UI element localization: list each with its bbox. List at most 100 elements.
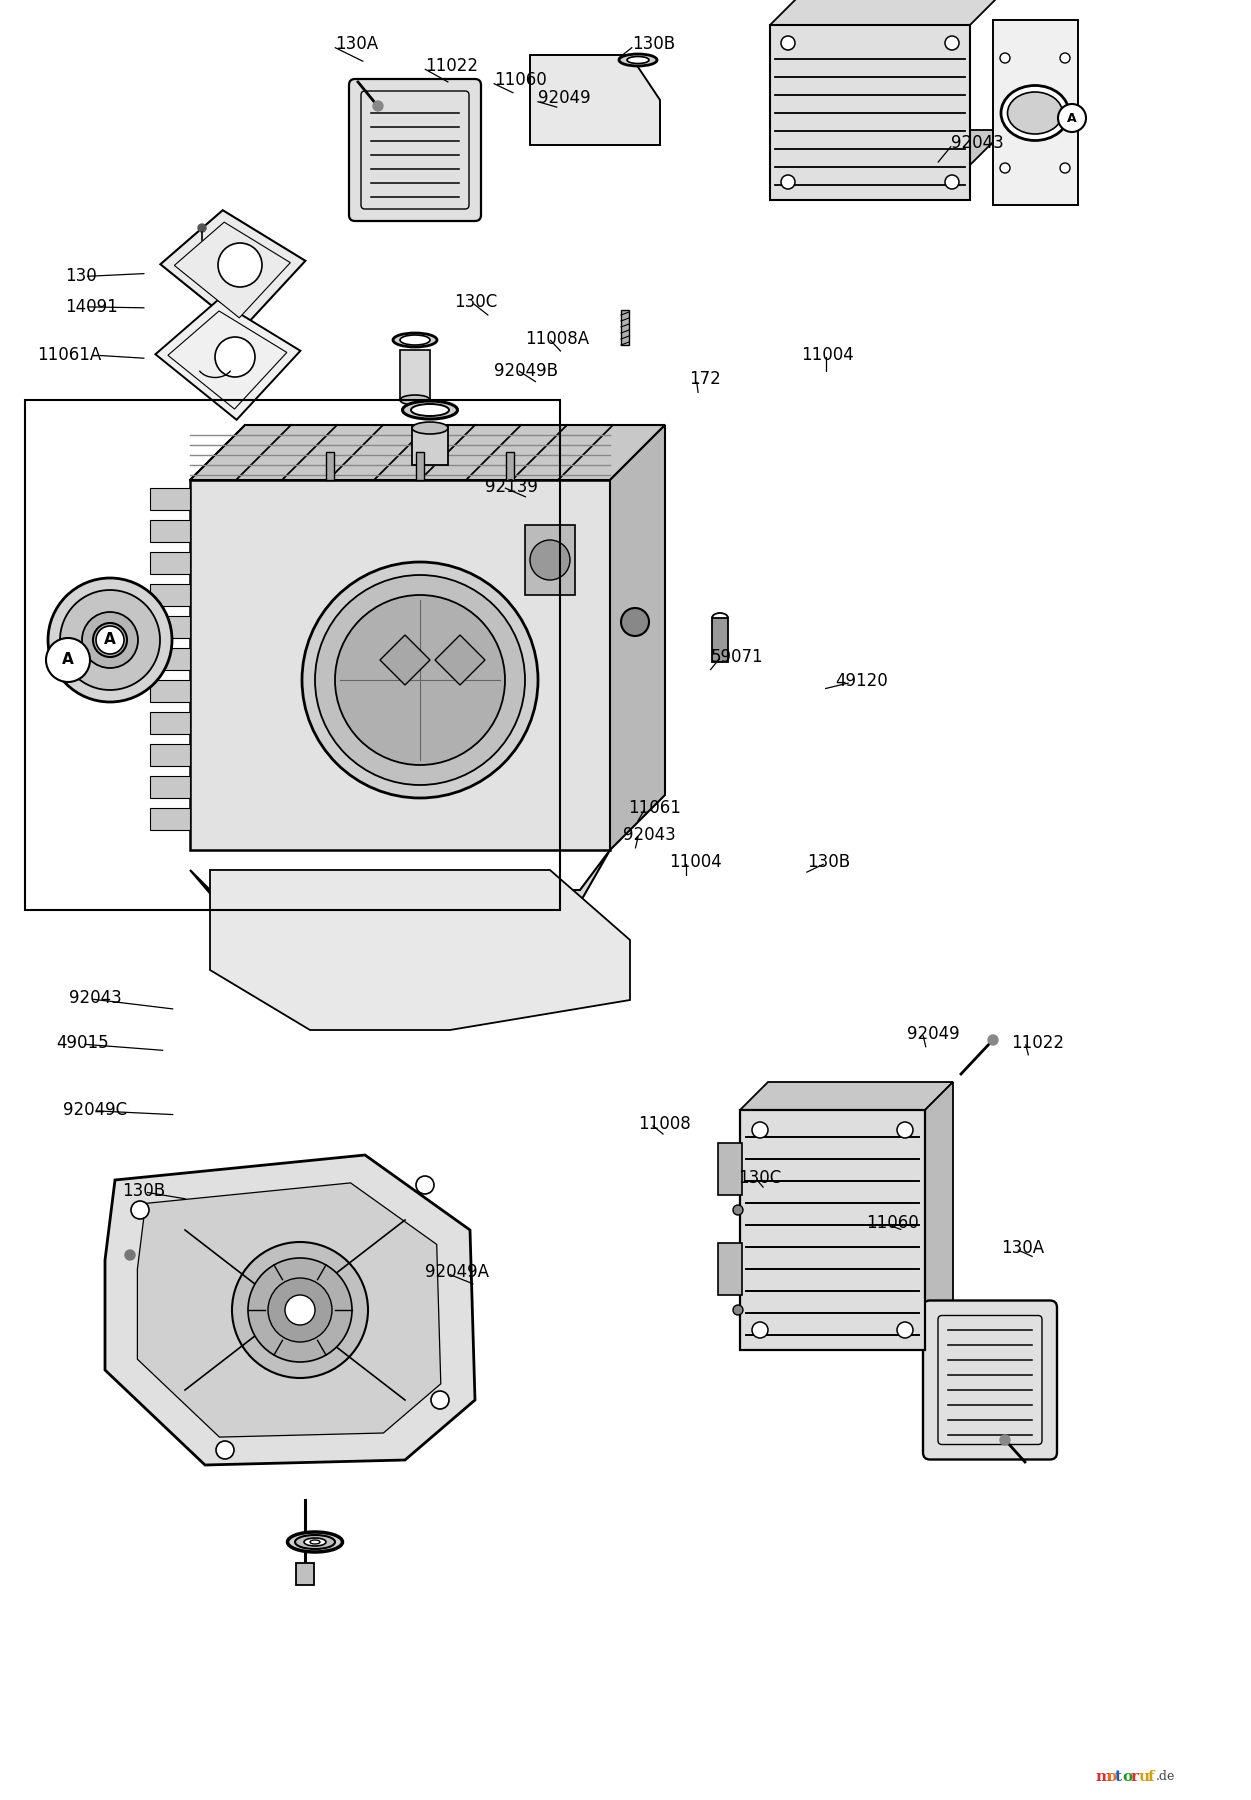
Text: u: u: [1138, 1769, 1150, 1784]
Text: 11008: 11008: [638, 1114, 691, 1134]
Bar: [150, 808, 190, 830]
Text: f: f: [1148, 1769, 1155, 1784]
Ellipse shape: [627, 56, 649, 63]
Text: 49120: 49120: [836, 671, 888, 689]
Circle shape: [231, 1242, 368, 1379]
Ellipse shape: [310, 1541, 320, 1544]
Ellipse shape: [400, 394, 430, 405]
Circle shape: [733, 1305, 743, 1316]
Bar: [150, 743, 190, 767]
Polygon shape: [190, 481, 610, 850]
Polygon shape: [174, 221, 290, 319]
Bar: [150, 776, 190, 797]
Ellipse shape: [393, 333, 437, 347]
Circle shape: [335, 596, 505, 765]
Bar: [150, 520, 190, 542]
Circle shape: [897, 1121, 913, 1138]
Circle shape: [752, 1121, 768, 1138]
Circle shape: [897, 1321, 913, 1337]
Text: 130B: 130B: [807, 853, 849, 871]
Circle shape: [125, 1249, 135, 1260]
Bar: [417, 452, 424, 481]
Text: 11060: 11060: [866, 1213, 918, 1231]
Text: 92139: 92139: [485, 477, 538, 495]
Bar: [150, 680, 190, 702]
Text: 130A: 130A: [1001, 1238, 1043, 1256]
Circle shape: [285, 1294, 315, 1325]
Text: 11022: 11022: [1011, 1033, 1063, 1051]
Text: 92049B: 92049B: [494, 362, 558, 380]
Circle shape: [781, 175, 794, 189]
Circle shape: [945, 36, 960, 50]
Circle shape: [198, 223, 206, 232]
Circle shape: [248, 1258, 352, 1363]
Circle shape: [315, 574, 525, 785]
Circle shape: [1060, 52, 1070, 63]
Circle shape: [301, 562, 538, 797]
Polygon shape: [771, 130, 1005, 166]
Circle shape: [216, 1442, 234, 1460]
Polygon shape: [435, 635, 485, 686]
Bar: [150, 616, 190, 637]
Ellipse shape: [1007, 92, 1062, 133]
Ellipse shape: [403, 401, 458, 419]
Polygon shape: [530, 56, 661, 146]
Text: 59071: 59071: [711, 648, 763, 666]
Ellipse shape: [1001, 85, 1070, 140]
Bar: [25, 400, 560, 911]
Text: A: A: [63, 653, 74, 668]
Bar: [505, 452, 514, 481]
Text: 130B: 130B: [632, 34, 674, 52]
Polygon shape: [105, 1156, 475, 1465]
Circle shape: [131, 1201, 149, 1219]
Circle shape: [60, 590, 160, 689]
Text: r: r: [1131, 1769, 1138, 1784]
Text: 11061: 11061: [628, 799, 681, 817]
Bar: [525, 526, 575, 596]
Text: 130B: 130B: [123, 1181, 165, 1199]
Bar: [712, 617, 728, 662]
Bar: [620, 310, 629, 346]
Text: 92043: 92043: [69, 990, 121, 1008]
Text: 49015: 49015: [56, 1033, 109, 1051]
Text: 130C: 130C: [454, 293, 498, 311]
Text: A: A: [1067, 112, 1077, 124]
Text: o: o: [1122, 1769, 1132, 1784]
Text: 11061A: 11061A: [38, 346, 101, 364]
Ellipse shape: [304, 1537, 327, 1546]
Circle shape: [46, 637, 90, 682]
Circle shape: [530, 540, 570, 580]
Bar: [771, 25, 970, 200]
Bar: [327, 452, 334, 481]
Polygon shape: [190, 425, 666, 481]
Polygon shape: [771, 0, 1005, 25]
Circle shape: [781, 36, 794, 50]
Circle shape: [1060, 164, 1070, 173]
Text: 14091: 14091: [65, 297, 118, 315]
Text: 11008A: 11008A: [525, 331, 589, 349]
Ellipse shape: [412, 421, 448, 434]
Polygon shape: [610, 425, 666, 850]
Ellipse shape: [400, 335, 430, 346]
Circle shape: [83, 612, 138, 668]
Polygon shape: [190, 850, 610, 940]
Text: 92049: 92049: [538, 88, 590, 108]
Polygon shape: [155, 301, 300, 419]
Bar: [150, 488, 190, 509]
Circle shape: [1058, 104, 1086, 131]
Bar: [296, 1562, 314, 1586]
Bar: [150, 648, 190, 670]
Text: o: o: [1106, 1769, 1116, 1784]
Text: .de: .de: [1156, 1771, 1176, 1784]
Text: A: A: [104, 632, 116, 648]
Bar: [412, 427, 448, 464]
FancyBboxPatch shape: [923, 1300, 1057, 1460]
Bar: [150, 553, 190, 574]
Text: 130A: 130A: [335, 34, 378, 52]
Text: 11060: 11060: [494, 70, 547, 88]
Bar: [150, 713, 190, 734]
Text: 11004: 11004: [669, 853, 722, 871]
Polygon shape: [210, 869, 631, 1030]
Circle shape: [733, 1204, 743, 1215]
Bar: [718, 1143, 742, 1195]
